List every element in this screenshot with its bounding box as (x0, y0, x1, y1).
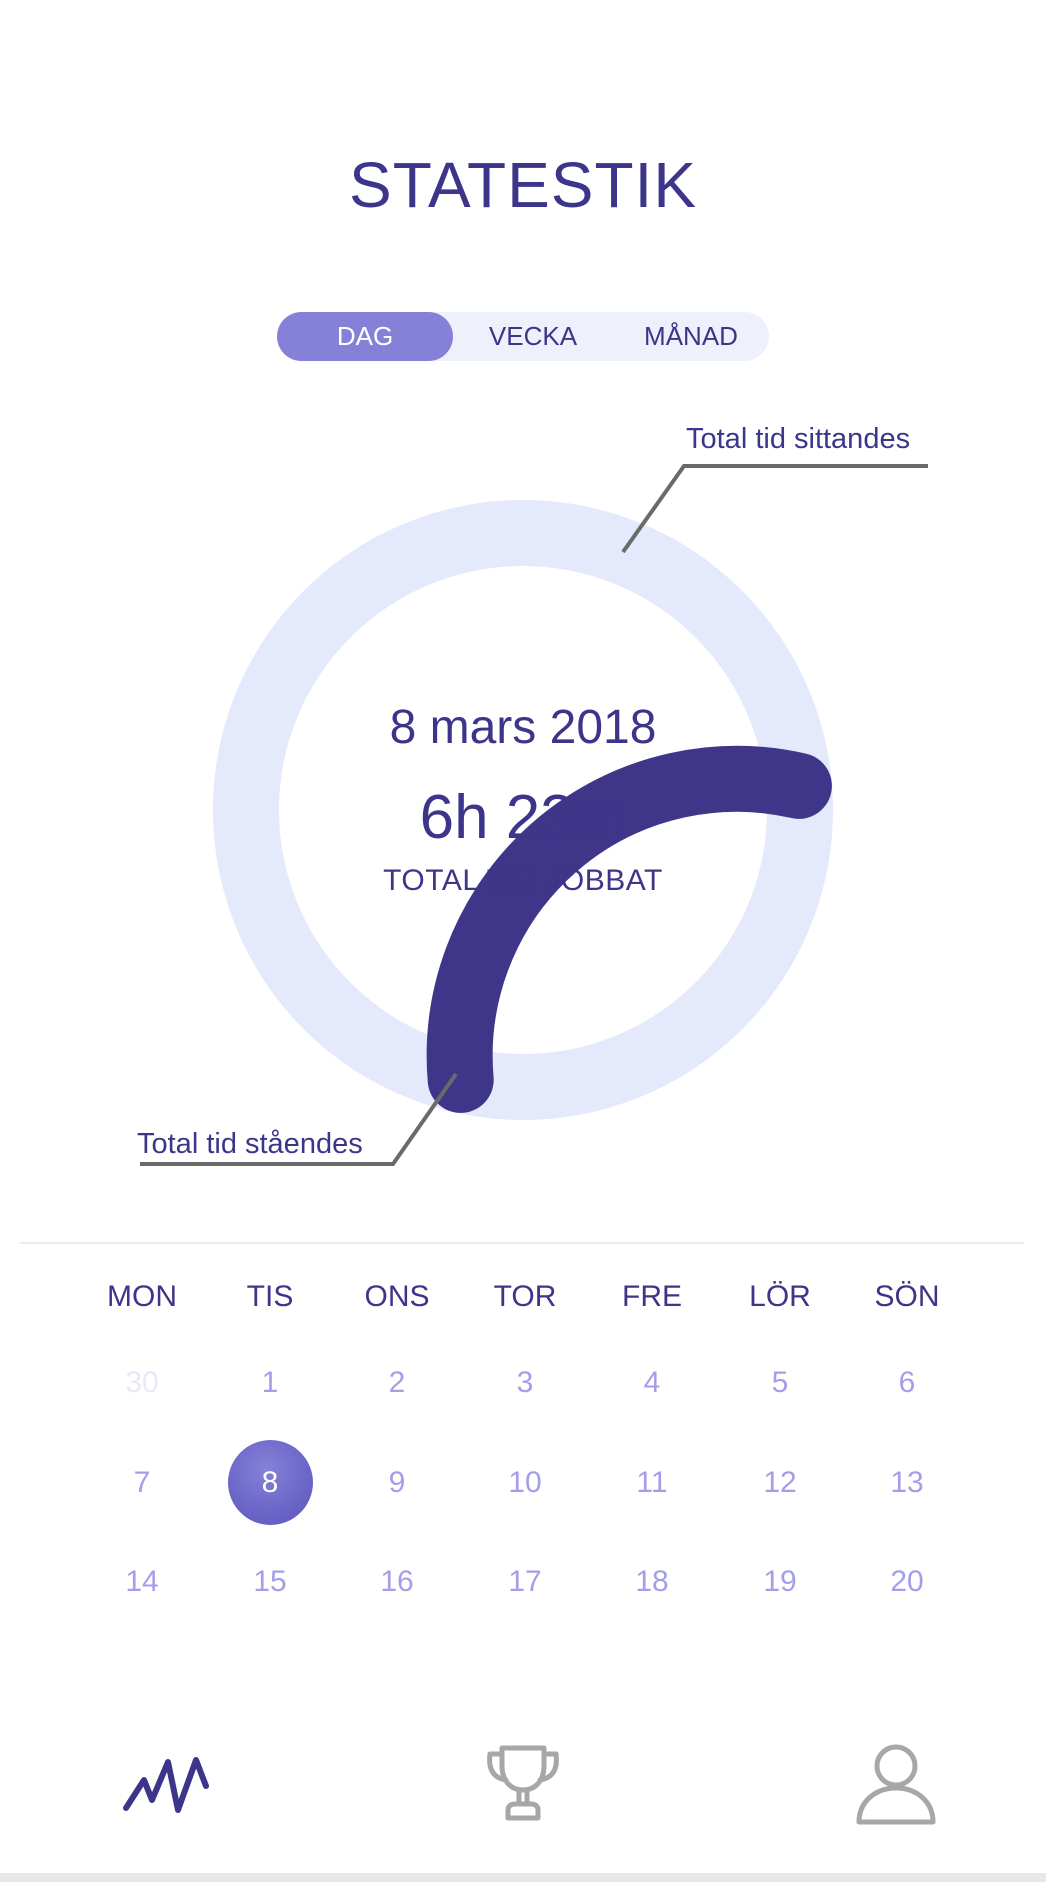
sitting-ring-end-cap (494, 1054, 561, 1120)
divider (20, 1242, 1024, 1244)
weekday-sun: SÖN (874, 1280, 940, 1313)
tab-day[interactable]: DAG (277, 312, 453, 361)
calendar-day[interactable]: 5 (771, 1366, 789, 1399)
standing-ring-segment (426, 745, 832, 1113)
summary-caption: TOTAL TID JOBBAT (383, 864, 663, 897)
calendar-day[interactable]: 20 (890, 1565, 924, 1598)
calendar-day[interactable]: 6 (898, 1366, 916, 1399)
profile-icon[interactable] (855, 1742, 937, 1826)
selected-day-indicator (228, 1440, 313, 1525)
calendar-day[interactable]: 9 (388, 1466, 406, 1499)
calendar-day[interactable]: 14 (125, 1565, 159, 1598)
calendar-day[interactable]: 1 (261, 1366, 279, 1399)
calendar-day[interactable]: 16 (380, 1565, 414, 1598)
calendar-day[interactable]: 3 (516, 1366, 534, 1399)
tab-week[interactable]: VECKA (488, 321, 578, 351)
sitting-callout-label: Total tid sittandes (686, 423, 911, 455)
weekday-tue: TIS (246, 1280, 294, 1313)
page-title: STATESTIK (349, 149, 697, 221)
calendar-day[interactable]: 15 (253, 1565, 287, 1598)
calendar-day[interactable]: 18 (635, 1565, 669, 1598)
sitting-callout-line (621, 464, 928, 554)
trophy-icon[interactable] (480, 1740, 566, 1826)
calendar-day[interactable]: 2 (388, 1366, 406, 1399)
calendar-day[interactable]: 17 (508, 1565, 542, 1598)
weekday-sat: LÖR (749, 1280, 811, 1313)
time-ring-chart (140, 464, 928, 1166)
calendar-day[interactable]: 19 (763, 1565, 797, 1598)
calendar-day[interactable]: 30 (125, 1366, 159, 1399)
calendar-day[interactable]: 12 (763, 1466, 797, 1499)
calendar-day[interactable]: 13 (890, 1466, 924, 1499)
activity-icon[interactable] (120, 1748, 212, 1818)
standing-callout-line (140, 1072, 458, 1166)
bottom-edge (0, 1873, 1046, 1882)
weekday-thu: TOR (493, 1280, 557, 1313)
tab-month[interactable]: MÅNAD (644, 321, 738, 351)
calendar-day[interactable]: 4 (643, 1366, 661, 1399)
period-selector: DAG VECKA MÅNAD (277, 312, 769, 361)
weekday-wed: ONS (364, 1280, 430, 1313)
calendar-day[interactable]: 11 (636, 1466, 668, 1499)
weekday-fri: FRE (622, 1280, 682, 1313)
calendar-day-selected[interactable]: 8 (261, 1466, 279, 1499)
weekday-mon: MON (107, 1280, 177, 1313)
summary-date: 8 mars 2018 (389, 701, 657, 754)
standing-callout-label: Total tid ståendes (137, 1128, 363, 1160)
calendar-day[interactable]: 10 (508, 1466, 542, 1499)
calendar-day[interactable]: 7 (133, 1466, 151, 1499)
summary-total-time: 6h 23m (419, 783, 627, 852)
